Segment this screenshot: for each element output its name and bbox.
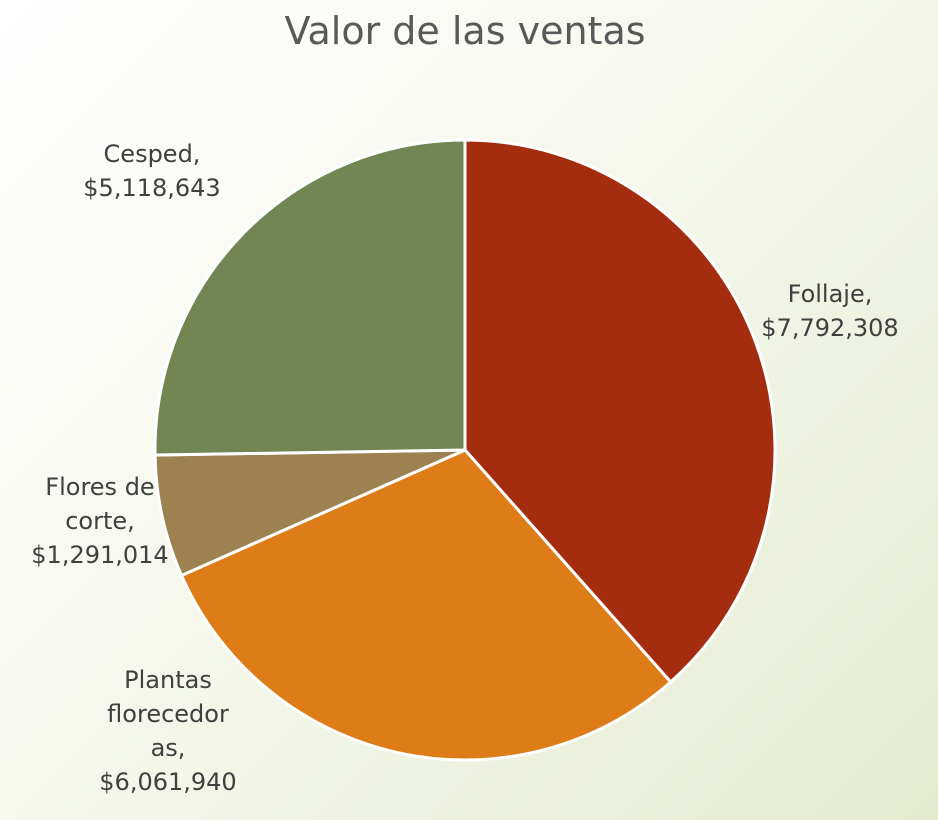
data-label: Follaje, $7,792,308 <box>761 280 898 342</box>
pie-slice <box>153 448 466 578</box>
chart-title: Valor de las ventas <box>284 9 645 53</box>
pie-slice <box>463 138 777 685</box>
data-label: Cesped, $5,118,643 <box>83 140 220 202</box>
data-label: Flores de corte, $1,291,014 <box>31 473 168 569</box>
data-label: Plantas florecedor as, $6,061,940 <box>99 666 236 796</box>
pie-slice <box>153 138 467 457</box>
pie-slice <box>179 448 673 762</box>
